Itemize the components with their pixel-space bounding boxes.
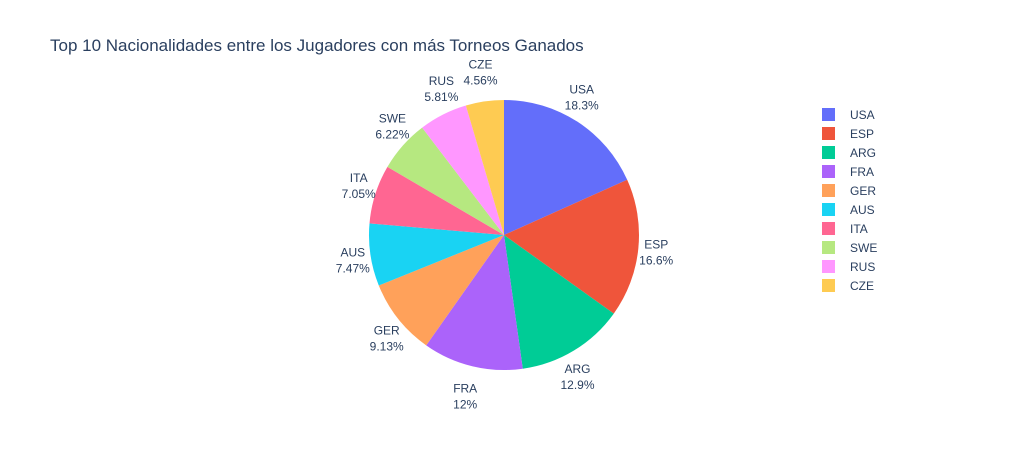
- slice-percent-usa: 18.3%: [565, 99, 599, 113]
- legend-item-fra[interactable]: FRA: [822, 165, 874, 179]
- pie-labels: USA 18.3% ESP 16.6% ARG 12.9% FRA 12% GER 9.13% AU…: [336, 58, 674, 412]
- pie-slice-rus[interactable]: [422, 105, 504, 236]
- legend-swatch-aus: [822, 203, 835, 216]
- legend-label-arg: ARG: [850, 146, 876, 160]
- slice-label-usa: USA: [569, 83, 594, 97]
- pie-slice-esp[interactable]: [504, 179, 639, 314]
- slice-label-esp: ESP: [644, 237, 668, 251]
- legend-label-rus: RUS: [850, 260, 875, 274]
- slice-label-aus: AUS: [340, 245, 365, 259]
- legend-item-cze[interactable]: CZE: [822, 279, 874, 293]
- legend-label-swe: SWE: [850, 241, 877, 255]
- slice-label-arg: ARG: [564, 362, 590, 376]
- slice-percent-ita: 7.05%: [342, 187, 376, 201]
- chart-title: Top 10 Nacionalidades entre los Jugadore…: [50, 36, 584, 55]
- slice-percent-aus: 7.47%: [336, 261, 370, 275]
- legend-item-aus[interactable]: AUS: [822, 203, 875, 217]
- legend-label-usa: USA: [850, 108, 875, 122]
- pie-slice-cze[interactable]: [465, 100, 504, 235]
- pie-slice-ger[interactable]: [378, 235, 504, 346]
- slice-percent-ger: 9.13%: [370, 339, 404, 353]
- pie-slice-ita[interactable]: [369, 166, 505, 235]
- legend-label-aus: AUS: [850, 203, 875, 217]
- pie-slice-fra[interactable]: [426, 235, 523, 370]
- legend-label-fra: FRA: [850, 165, 874, 179]
- pie-slice-arg[interactable]: [504, 235, 614, 369]
- slice-percent-swe: 6.22%: [375, 128, 409, 142]
- slice-percent-esp: 16.6%: [639, 253, 673, 267]
- legend-swatch-ita: [822, 222, 835, 235]
- legend-item-ita[interactable]: ITA: [822, 222, 868, 236]
- legend-swatch-fra: [822, 165, 835, 178]
- legend-item-swe[interactable]: SWE: [822, 241, 877, 255]
- legend-swatch-esp: [822, 127, 835, 140]
- pie-slice-swe[interactable]: [387, 127, 504, 235]
- legend-swatch-ger: [822, 184, 835, 197]
- legend-item-esp[interactable]: ESP: [822, 127, 874, 141]
- legend-swatch-arg: [822, 146, 835, 159]
- legend-item-usa[interactable]: USA: [822, 108, 875, 122]
- slice-percent-fra: 12%: [453, 397, 477, 411]
- slice-percent-arg: 12.9%: [560, 378, 594, 392]
- legend-swatch-cze: [822, 279, 835, 292]
- legend-item-rus[interactable]: RUS: [822, 260, 875, 274]
- slice-percent-cze: 4.56%: [463, 74, 497, 88]
- legend-label-esp: ESP: [850, 127, 874, 141]
- slice-label-ger: GER: [374, 323, 400, 337]
- slice-label-swe: SWE: [379, 112, 406, 126]
- pie-slice-aus[interactable]: [369, 223, 504, 286]
- legend-item-ger[interactable]: GER: [822, 184, 876, 198]
- legend-item-arg[interactable]: ARG: [822, 146, 876, 160]
- legend-label-cze: CZE: [850, 279, 874, 293]
- slice-label-fra: FRA: [453, 381, 477, 395]
- legend-swatch-usa: [822, 108, 835, 121]
- slice-percent-rus: 5.81%: [424, 90, 458, 104]
- legend-swatch-swe: [822, 241, 835, 254]
- pie-slices: [369, 100, 639, 370]
- slice-label-ita: ITA: [350, 171, 368, 185]
- legend-swatch-rus: [822, 260, 835, 273]
- slice-label-cze: CZE: [469, 58, 493, 72]
- legend-label-ita: ITA: [850, 222, 868, 236]
- legend: USA ESP ARG FRA GER AUS ITA SWE RUS CZE: [822, 108, 877, 293]
- slice-label-rus: RUS: [429, 74, 454, 88]
- pie-slice-usa[interactable]: [504, 100, 628, 235]
- legend-label-ger: GER: [850, 184, 876, 198]
